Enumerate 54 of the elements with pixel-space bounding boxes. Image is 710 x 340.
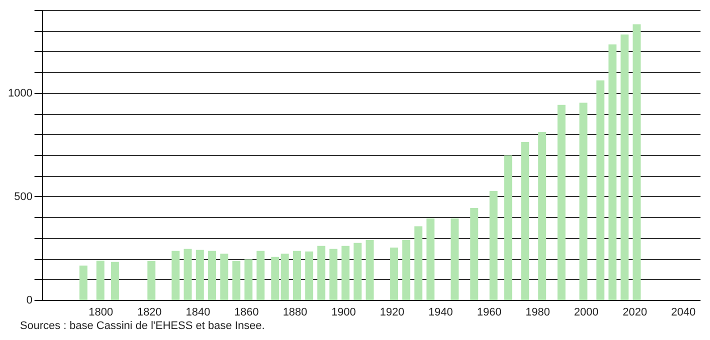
bar (292, 250, 301, 300)
bar (208, 250, 216, 300)
x-tick-label: 1960 (476, 306, 502, 318)
x-tick-label: 1980 (526, 306, 550, 318)
bar (521, 142, 530, 300)
x-tick-label: 1840 (186, 306, 210, 318)
bar (504, 155, 512, 300)
x-tick-label: 1880 (282, 306, 308, 318)
bar (147, 260, 156, 300)
bar (558, 104, 566, 300)
x-tick-label: 2000 (574, 306, 599, 318)
bar (342, 246, 350, 300)
bar (271, 256, 280, 300)
y-tick-label: 0 (26, 294, 32, 306)
bar (196, 250, 204, 300)
bar (280, 254, 289, 300)
bar (329, 248, 338, 300)
bar (608, 44, 616, 300)
bar (244, 259, 252, 300)
x-tick-label: 1900 (331, 306, 356, 318)
bar (96, 260, 104, 300)
x-tick-label: 2040 (671, 306, 696, 318)
source-note: Sources : base Cassini de l'EHESS et base Insee. (20, 320, 265, 332)
bar (620, 34, 629, 300)
y-tick-label: 1000 (8, 87, 32, 100)
bar (79, 266, 88, 300)
y-tick-label: 500 (14, 190, 32, 203)
x-tick-label: 1800 (88, 306, 114, 318)
bar (317, 246, 326, 300)
bar (390, 248, 398, 300)
bar (402, 240, 410, 300)
bar (354, 242, 362, 300)
bar (426, 218, 434, 300)
x-tick-label: 2020 (622, 306, 648, 318)
bar (470, 208, 478, 300)
bar (490, 191, 498, 300)
bar (632, 24, 641, 300)
x-tick-label: 1860 (234, 306, 259, 318)
bar (596, 80, 604, 300)
bar (538, 132, 546, 300)
x-tick-label: 1920 (380, 306, 404, 318)
bar (414, 226, 422, 300)
x-tick-label: 1940 (428, 306, 453, 318)
bar (172, 250, 180, 300)
bar (579, 102, 588, 300)
bar (110, 262, 119, 300)
bar (305, 252, 314, 300)
x-tick-label: 1820 (137, 306, 162, 318)
bar (366, 240, 374, 300)
bar (256, 250, 265, 300)
bar (220, 254, 228, 300)
bar (232, 260, 240, 300)
bar (450, 218, 459, 300)
bar (184, 248, 192, 300)
